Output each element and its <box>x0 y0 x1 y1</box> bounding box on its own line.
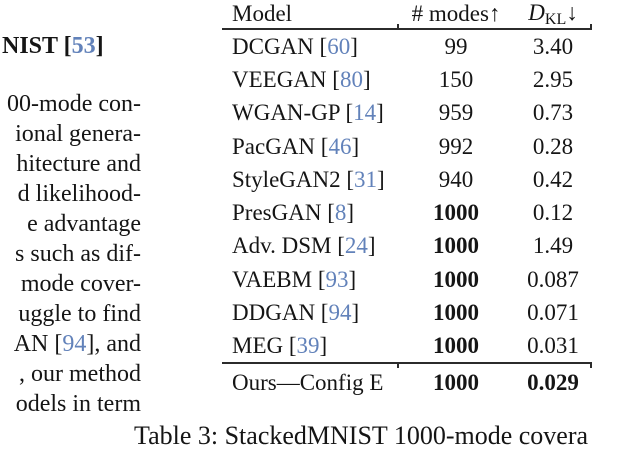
dkl-cell: 0.42 <box>532 166 574 192</box>
citation-link[interactable]: 94 <box>328 300 352 326</box>
dkl-cell: 0.28 <box>532 133 574 159</box>
dkl-cell: 0.73 <box>532 100 574 126</box>
citation-link[interactable]: 80 <box>339 66 363 92</box>
header-dkl: DKL↓ <box>528 0 578 28</box>
table-row: DDGAN [94] 1000 0.071 <box>222 296 592 329</box>
citation-link[interactable]: 60 <box>327 33 351 59</box>
citation-link[interactable]: 14 <box>353 100 377 126</box>
column-separator-mark <box>397 362 399 368</box>
heading-text: ] <box>95 33 104 59</box>
header-model: Model <box>232 1 293 26</box>
citation-link[interactable]: 39 <box>296 333 320 359</box>
table-row: PacGAN [46] 992 0.28 <box>222 130 592 163</box>
modes-cell: 959 <box>438 100 474 126</box>
model-cell: VEEGAN [80] <box>232 66 371 92</box>
paragraph-heading: NIST [53] <box>2 32 104 60</box>
dkl-cell: 0.071 <box>527 300 579 326</box>
citation-link[interactable]: 93 <box>325 266 349 292</box>
dkl-cell: 0.12 <box>532 200 574 226</box>
body-text: 00-mode con- ional genera- hitecture and… <box>0 89 141 419</box>
modes-cell: 992 <box>438 133 474 159</box>
text-line: e advantage <box>27 211 141 237</box>
model-cell: VAEBM [93] <box>232 266 357 292</box>
citation-link[interactable]: 53 <box>71 33 96 59</box>
header-num-modes: # modes↑ <box>411 1 501 26</box>
modes-cell: 1000 <box>433 233 479 259</box>
model-cell: MEG [39] <box>232 333 328 359</box>
model-cell: PacGAN [46] <box>232 133 360 159</box>
header-rule <box>222 28 592 30</box>
model-cell: StyleGAN2 [31] <box>232 166 385 192</box>
modes-cell: 1000 <box>433 300 479 326</box>
results-table: Model # modes↑ DKL↓ DCGAN [60] 99 3.40 V… <box>222 0 592 395</box>
table-body: DCGAN [60] 99 3.40 VEEGAN [80] 150 2.95 … <box>222 30 592 363</box>
citation-link[interactable]: 31 <box>354 166 378 192</box>
modes-cell: 1000 <box>433 370 479 395</box>
modes-cell: 1000 <box>433 333 479 359</box>
citation-link[interactable]: 8 <box>334 200 347 226</box>
text-line: uggle to find <box>18 301 141 327</box>
modes-cell: 1000 <box>433 266 479 292</box>
dkl-cell: 3.40 <box>532 33 574 59</box>
dkl-cell: 0.031 <box>527 333 579 359</box>
text-line: , our method <box>19 361 141 387</box>
text-line: s such as dif- <box>15 241 141 267</box>
table-row: VAEBM [93] 1000 0.087 <box>222 263 592 296</box>
column-separator-mark <box>397 24 399 30</box>
text-line: 00-mode con- <box>7 91 141 117</box>
ours-row-wrap: Ours—Config E 1000 0.029 <box>222 364 592 402</box>
heading-text: NIST [ <box>2 33 72 59</box>
table-row: Adv. DSM [24] 1000 1.49 <box>222 230 592 263</box>
mid-rule <box>222 362 592 364</box>
table-row: DCGAN [60] 99 3.40 <box>222 30 592 63</box>
text-line: hitecture and <box>16 151 141 177</box>
column-separator-mark <box>590 362 592 368</box>
text-line: odels in term <box>15 391 141 417</box>
table-row: WGAN-GP [14] 959 0.73 <box>222 97 592 130</box>
left-text-column: NIST [53] 00-mode con- ional genera- hit… <box>0 0 141 452</box>
model-cell: DCGAN [60] <box>232 33 358 59</box>
citation-link[interactable]: 46 <box>328 133 352 159</box>
model-cell: Adv. DSM [24] <box>232 233 376 259</box>
table-row: MEG [39] 1000 0.031 <box>222 330 592 363</box>
model-cell: DDGAN [94] <box>232 300 360 326</box>
down-arrow-icon: ↓ <box>566 0 578 25</box>
citation-link[interactable]: 24 <box>344 233 368 259</box>
up-arrow-icon: ↑ <box>488 1 501 26</box>
model-cell: Ours—Config E <box>232 370 384 395</box>
table-row: VEEGAN [80] 150 2.95 <box>222 63 592 96</box>
table-row: PresGAN [8] 1000 0.12 <box>222 196 592 229</box>
dkl-cell: 0.087 <box>527 266 579 292</box>
modes-cell: 1000 <box>433 200 479 226</box>
table-caption: Table 3: StackedMNIST 1000-mode covera <box>134 421 589 450</box>
model-cell: PresGAN [8] <box>232 200 355 226</box>
text-line: AN [94], and <box>13 331 141 357</box>
text-line: d likelihood- <box>17 181 141 207</box>
citation-link[interactable]: 94 <box>62 331 87 357</box>
column-separator-mark <box>590 24 592 30</box>
dkl-cell: 0.029 <box>527 370 579 395</box>
modes-cell: 940 <box>438 166 474 192</box>
model-cell: WGAN-GP [14] <box>232 100 384 126</box>
table-header-row: Model # modes↑ DKL↓ <box>222 0 592 28</box>
text-line: ional genera- <box>15 121 141 147</box>
table-row-ours: Ours—Config E 1000 0.029 <box>222 364 592 402</box>
dkl-cell: 2.95 <box>532 66 574 92</box>
modes-cell: 150 <box>438 66 474 92</box>
dkl-cell: 1.49 <box>532 233 574 259</box>
text-line: mode cover- <box>20 271 141 297</box>
table-row: StyleGAN2 [31] 940 0.42 <box>222 163 592 196</box>
modes-cell: 99 <box>444 33 468 59</box>
